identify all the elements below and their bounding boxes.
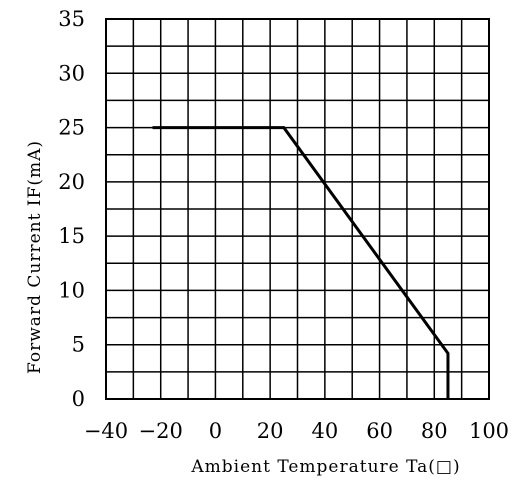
- derating-curve: [152, 126, 450, 399]
- y-tick-labels: 0 5 10 15 20 25 30 35: [58, 7, 85, 411]
- y-tick-label: 20: [58, 170, 85, 194]
- x-tick-label: 20: [257, 419, 284, 443]
- y-tick-label: 15: [58, 224, 85, 248]
- series-group: [152, 126, 450, 399]
- plot-frame: [105, 18, 490, 400]
- x-tick-labels: −40 −20 0 20 40 60 80 100: [84, 419, 509, 443]
- y-axis-title: Forward Current IF(mA): [25, 140, 45, 374]
- x-tick-label: 60: [366, 419, 393, 443]
- y-tick-label: 5: [72, 333, 85, 357]
- y-tick-label: 0: [72, 387, 85, 411]
- x-tick-label: 40: [311, 419, 338, 443]
- x-axis-title: Ambient Temperature Ta(□): [190, 457, 460, 477]
- x-tick-label: −20: [139, 419, 183, 443]
- y-tick-label: 35: [58, 7, 85, 31]
- y-tick-label: 10: [58, 278, 85, 302]
- grid: [105, 18, 490, 400]
- x-tick-label: 100: [469, 419, 509, 443]
- y-tick-label: 30: [58, 61, 85, 85]
- y-tick-label: 25: [58, 116, 85, 140]
- x-tick-label: 0: [209, 419, 222, 443]
- x-tick-label: −40: [84, 419, 128, 443]
- x-tick-label: 80: [421, 419, 448, 443]
